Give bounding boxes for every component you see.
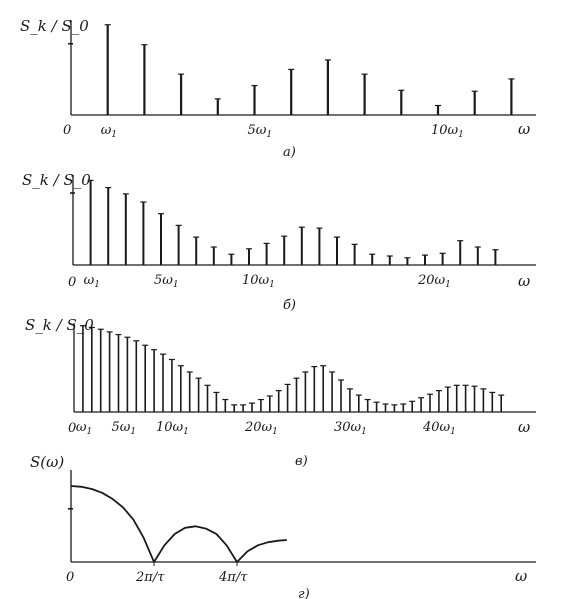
panel-b-origin-label: 0: [68, 275, 76, 290]
panel-b-x-label: ω: [518, 272, 530, 290]
panel-b-caption: б): [283, 298, 296, 313]
panel-c: S_k / S_0 ω 0 в) ω1 5ω1 10ω1 20ω1 30ω1 40ω1: [25, 316, 536, 469]
x-tick-label: 10ω1: [242, 273, 275, 290]
x-tick-label: 5ω1: [248, 123, 273, 140]
panel-c-x-label: ω: [518, 418, 530, 436]
x-tick-label: 10ω1: [156, 420, 189, 437]
panel-d-origin-label: 0: [66, 570, 74, 585]
x-tick-label: 5ω1: [154, 273, 179, 290]
x-tick-label: 20ω1: [244, 420, 278, 437]
panel-d: S(ω) ω 0 г) 2π/τ 4π/τ: [30, 453, 536, 599]
panel-a: S_k / S_0 ω 0 а) ω1 5ω1 10ω1: [20, 17, 536, 160]
x-tick-label: 40ω1: [422, 420, 456, 437]
x-tick-label: 10ω1: [431, 123, 464, 140]
panel-d-caption: г): [298, 587, 310, 599]
panel-a-caption: а): [283, 145, 296, 160]
panel-b: S_k / S_0 ω 0 б) ω1 5ω1 10ω1 20ω1: [22, 171, 536, 313]
panel-b-y-label: S_k / S_0: [22, 171, 91, 189]
spectrum-curve: [70, 485, 287, 563]
panel-c-y-label: S_k / S_0: [25, 316, 94, 334]
panel-a-origin-label: 0: [63, 123, 71, 138]
panel-c-caption: в): [295, 454, 308, 469]
x-tick-label: 5ω1: [112, 420, 137, 437]
x-tick-label: ω1: [101, 123, 117, 140]
panel-d-x-label: ω: [515, 567, 527, 585]
panel-a-y-label: S_k / S_0: [20, 17, 89, 35]
x-tick-label: ω1: [76, 420, 92, 437]
x-tick-label: ω1: [84, 273, 100, 290]
x-tick-label: 2π/τ: [135, 570, 165, 585]
x-tick-label: 20ω1: [417, 273, 451, 290]
panel-a-x-label: ω: [518, 120, 530, 138]
x-tick-label: 4π/τ: [218, 570, 248, 585]
x-tick-label: 30ω1: [334, 420, 367, 437]
panel-c-origin-label: 0: [68, 421, 76, 436]
panel-d-y-label: S(ω): [30, 453, 64, 471]
